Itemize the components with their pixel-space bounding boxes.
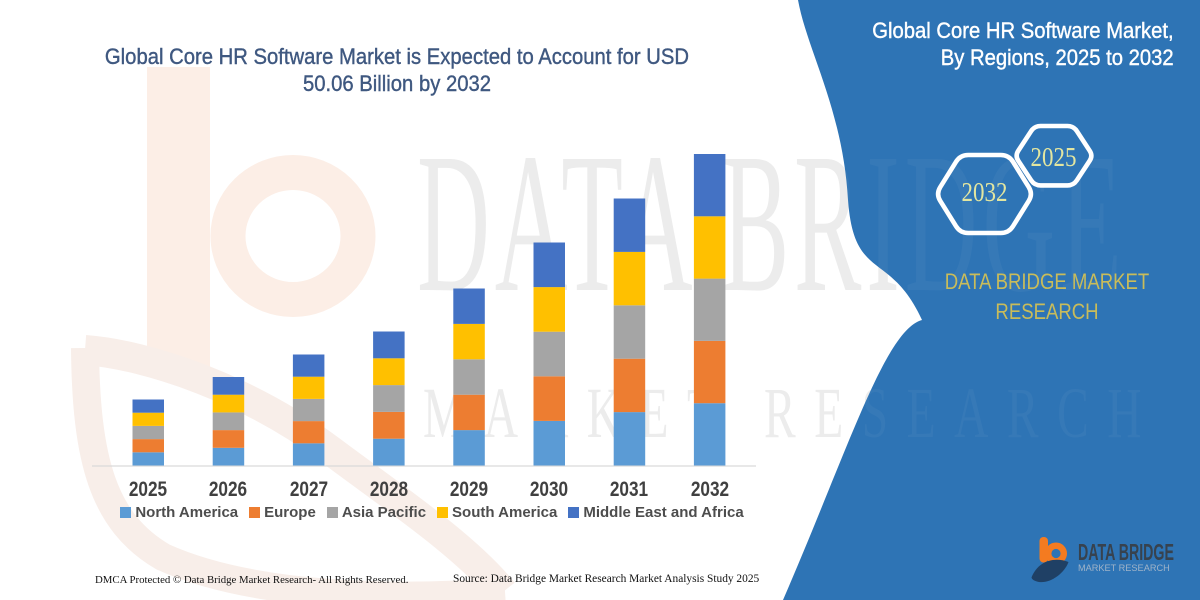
svg-text:2032: 2032 (962, 178, 1008, 207)
svg-text:2025: 2025 (1031, 143, 1077, 172)
